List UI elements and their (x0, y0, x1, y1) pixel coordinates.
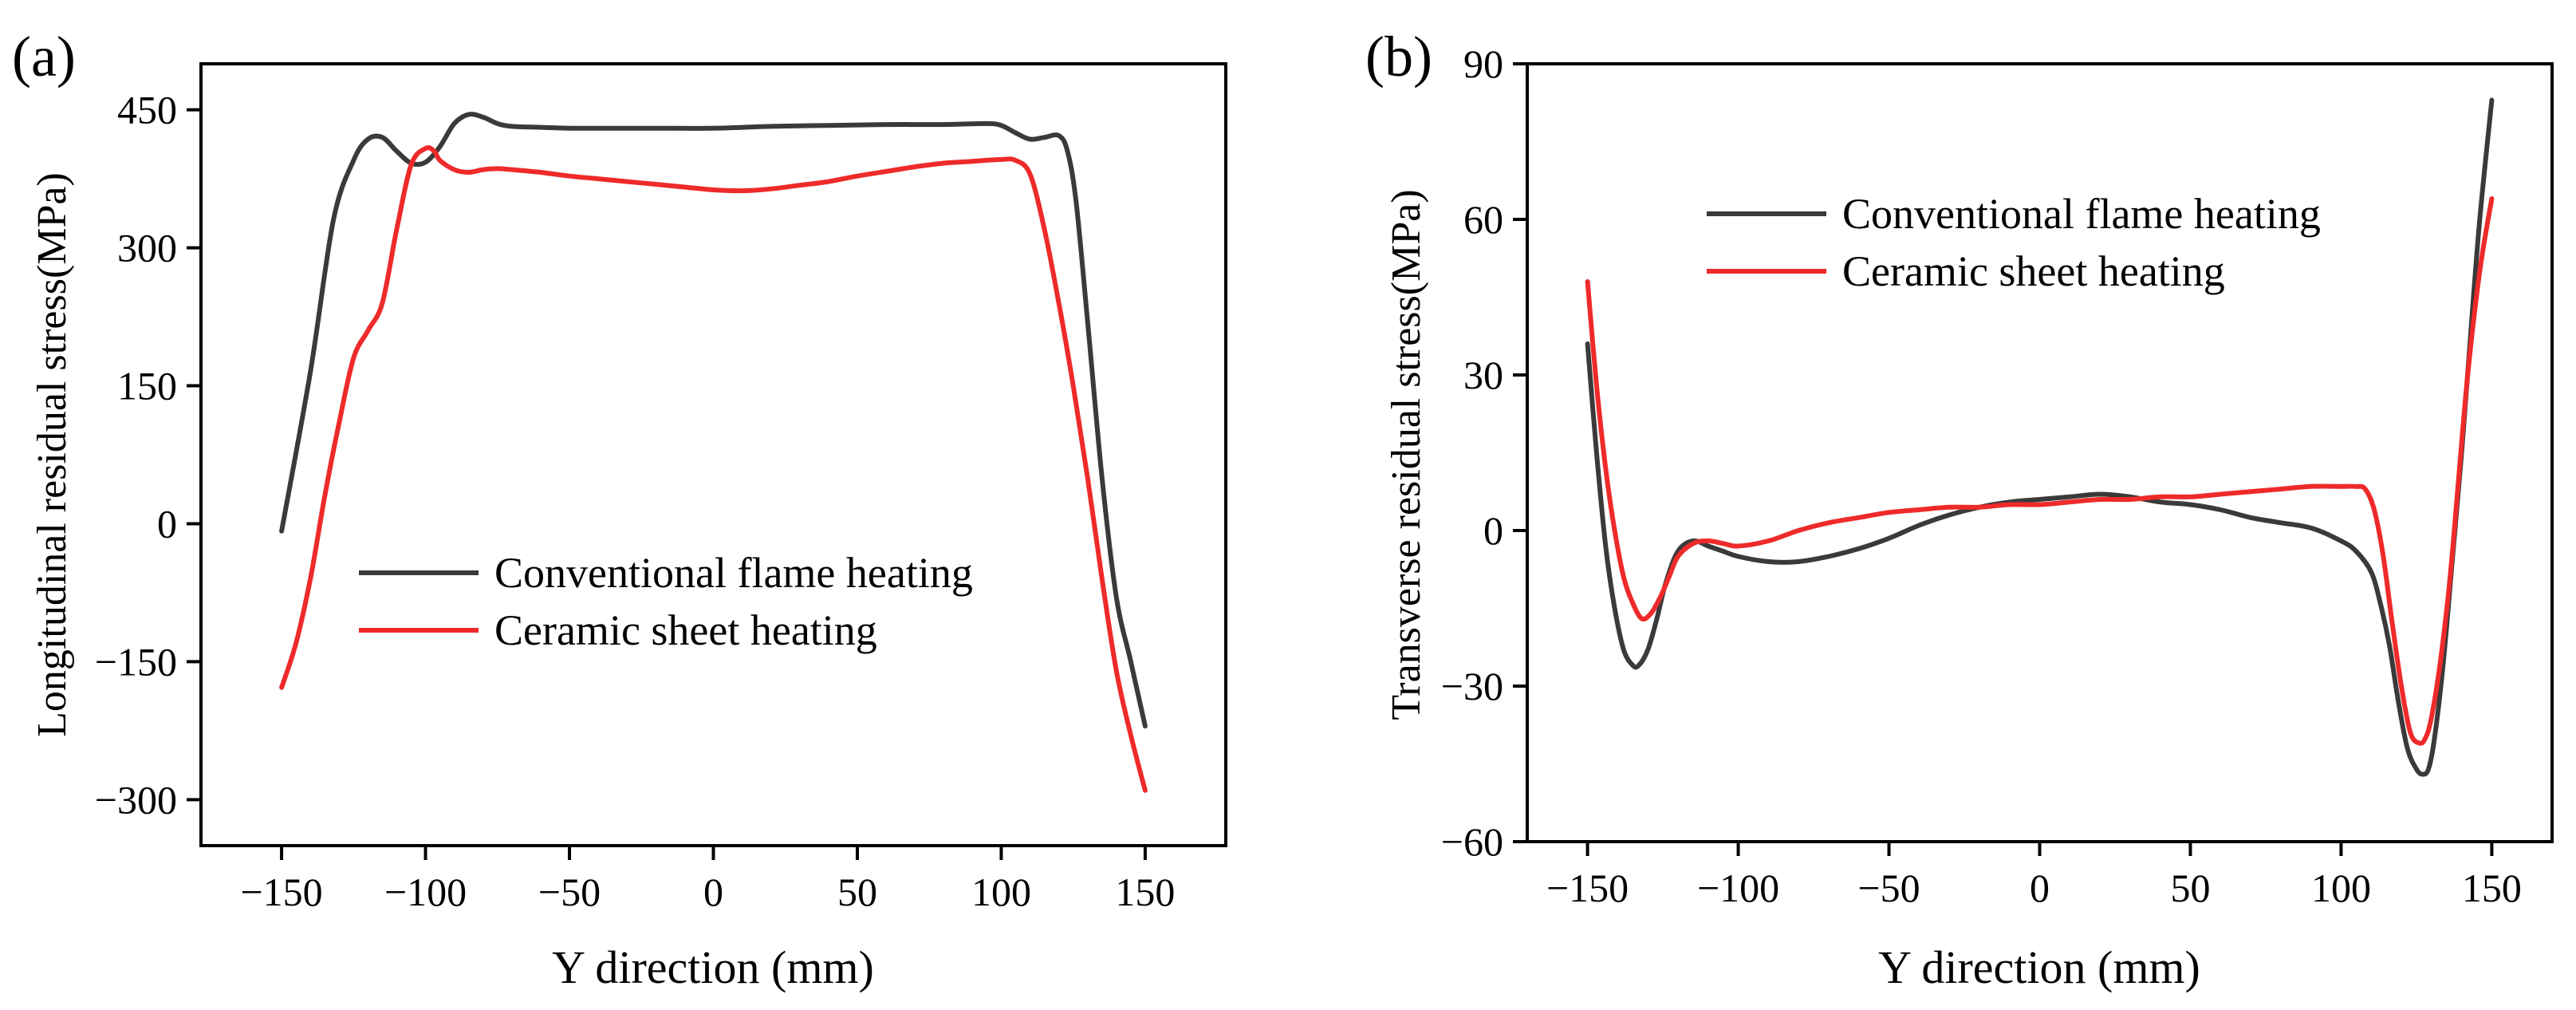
x-tick-label: 150 (1115, 870, 1175, 914)
y-tick-label: 30 (1463, 353, 1503, 397)
legend-b: Conventional flame heating Ceramic sheet … (1707, 190, 2321, 295)
legend-label: Ceramic sheet heating (494, 606, 877, 654)
x-tick-label: 50 (2170, 866, 2210, 910)
x-tick-label: −150 (1546, 866, 1629, 910)
panel-a-frame (199, 62, 1227, 847)
panel-label-b: (b) (1365, 25, 1432, 89)
x-tick-label: 0 (2030, 866, 2050, 910)
y-tick-label: −30 (1441, 664, 1503, 708)
x-tick-label: 150 (2462, 866, 2522, 910)
y-tick-label: 300 (117, 226, 177, 270)
legend-label: Ceramic sheet heating (1842, 247, 2225, 295)
y-tick-label: 150 (117, 364, 177, 408)
x-tick-label: 50 (837, 870, 877, 914)
panel-b-frame (1526, 62, 2554, 843)
panel-b-marks: −150 −100 −50 0 50 100 150 −60 −30 0 30 60 90 (1441, 41, 2522, 910)
series-line-ceramic-sheet-heating (279, 145, 1148, 793)
x-tick-label: 100 (2311, 866, 2371, 910)
x-tick-label: −150 (240, 870, 322, 914)
chart-panel-b: (b) −150 −100 −50 0 50 100 150 −60 −30 0 30 60 90 Y … (1365, 25, 2554, 993)
x-tick-label: −50 (1857, 866, 1920, 910)
y-tick-label: 0 (157, 501, 177, 546)
legend-label: Conventional flame heating (1842, 190, 2321, 238)
y-tick-label: −150 (95, 639, 177, 684)
legend-a: Conventional flame heating Ceramic sheet … (359, 549, 973, 654)
series-line-conventional-flame-heating (1585, 97, 2495, 777)
panel-label-a: (a) (12, 25, 76, 89)
x-tick-label: −100 (384, 870, 467, 914)
x-tick-label: −50 (538, 870, 601, 914)
y-axis-label-a: Longitudinal residual stress(MPa) (30, 172, 75, 737)
panel-a-marks: −150 −100 −50 0 50 100 150 −300 −150 0 150 300 450 (95, 88, 1176, 914)
legend-label: Conventional flame heating (494, 549, 973, 597)
y-tick-label: 60 (1463, 197, 1503, 242)
x-axis-label-a: Y direction (mm) (552, 941, 874, 993)
series-line-ceramic-sheet-heating (1585, 196, 2495, 746)
series-line-conventional-flame-heating (279, 112, 1148, 729)
y-tick-label: 450 (117, 88, 177, 132)
y-tick-label: 90 (1463, 41, 1503, 86)
y-tick-label: 0 (1483, 508, 1503, 553)
x-tick-label: 100 (971, 870, 1031, 914)
y-tick-label: −300 (95, 777, 177, 822)
y-tick-label: −60 (1441, 819, 1503, 864)
x-tick-label: −100 (1697, 866, 1779, 910)
y-axis-label-b: Transverse residual stress(MPa) (1384, 189, 1429, 720)
x-axis-label-b: Y direction (mm) (1878, 941, 2200, 993)
chart-panel-a: (a) −150 −100 −50 0 50 100 150 −300 −150 0 150 300 4… (12, 25, 1227, 993)
x-tick-label: 0 (703, 870, 723, 914)
